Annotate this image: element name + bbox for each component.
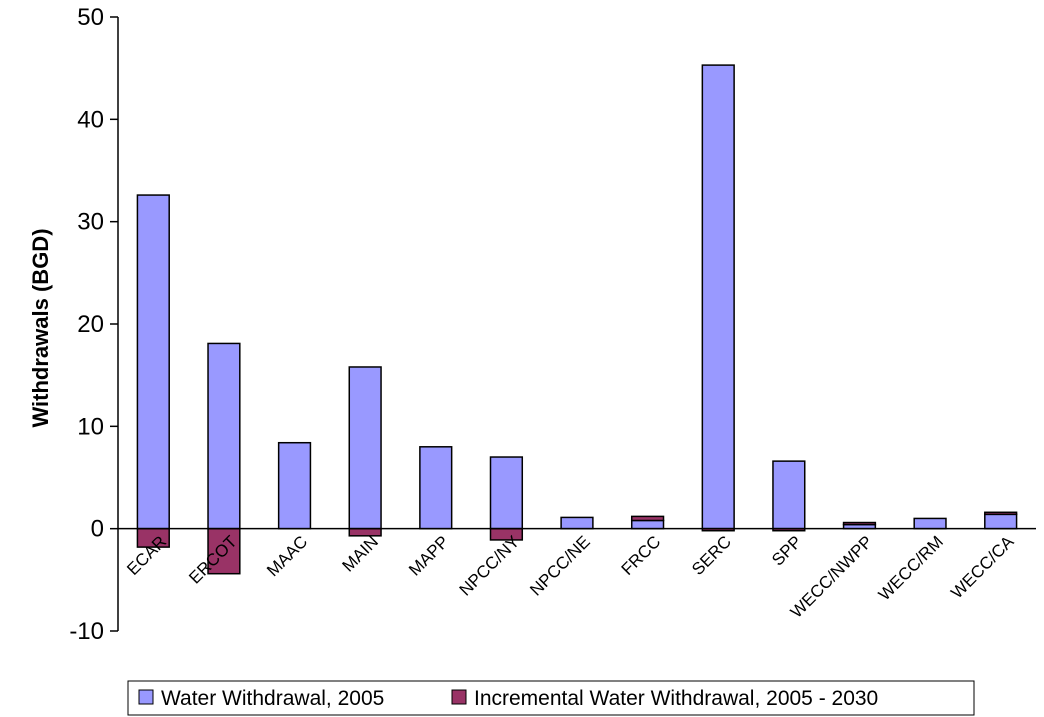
category-label-maac: MAAC — [263, 532, 311, 580]
y-tick-label: -10 — [69, 618, 104, 645]
category-label-mapp: MAPP — [405, 532, 453, 580]
category-label-spp: SPP — [768, 532, 805, 569]
category-label-npcc-ny: NPCC/NY — [456, 532, 524, 600]
y-tick-label: 20 — [77, 311, 104, 338]
category-label-wecc-rm: WECC/RM — [875, 532, 947, 604]
category-label-main: MAIN — [339, 532, 382, 575]
y-tick-label: 40 — [77, 106, 104, 133]
legend-label-incremental-withdrawal: Incremental Water Withdrawal, 2005 - 203… — [474, 687, 878, 710]
bar-mapp-series-0 — [419, 446, 453, 530]
bar-serc-series-0 — [701, 64, 735, 530]
bar-ecar-series-0 — [136, 194, 170, 530]
bar-main-series-0 — [348, 366, 382, 530]
y-tick-label: 10 — [77, 413, 104, 440]
bar-wecc-rm-series-0 — [913, 517, 947, 530]
y-tick-label: 50 — [77, 4, 104, 31]
bar-ercot-series-1 — [207, 527, 241, 575]
category-label-wecc-ca: WECC/CA — [947, 532, 1018, 603]
bar-frcc-series-0 — [630, 519, 665, 530]
bar-npcc-ne-series-0 — [560, 516, 594, 530]
bar-wecc-nwpp-series-1 — [842, 521, 877, 526]
category-labels-layer: ECAR ERCOT MAAC MAIN MAPP NPCC/NY NPCC/NE FRCC S… — [123, 532, 1018, 622]
legend-swatch-withdrawal-2005 — [138, 689, 154, 705]
bar-wecc-ca-series-0 — [984, 513, 1018, 530]
y-tick-label: 0 — [91, 516, 104, 543]
bar-spp-series-0 — [772, 460, 806, 530]
y-ticks-layer: -10 0 10 20 30 40 50 — [69, 4, 118, 645]
bar-maac-series-0 — [277, 441, 312, 530]
bars-layer — [136, 64, 1018, 575]
y-axis-label: Withdrawals (BGD) — [28, 228, 53, 427]
category-label-npcc-ne: NPCC/NE — [526, 532, 594, 600]
bar-npcc-ny-series-0 — [489, 456, 524, 530]
legend-label-withdrawal-2005: Water Withdrawal, 2005 — [161, 687, 384, 710]
legend-swatch-incremental-withdrawal — [451, 689, 467, 705]
bar-frcc-series-1 — [630, 515, 665, 522]
bar-wecc-ca-series-1 — [984, 511, 1018, 516]
legend-frame — [127, 680, 975, 716]
legend: Water Withdrawal, 2005 Incremental Water… — [127, 680, 975, 716]
category-label-frcc: FRCC — [618, 532, 665, 579]
category-label-serc: SERC — [688, 532, 735, 579]
bar-ercot-series-0 — [207, 342, 241, 530]
y-tick-label: 30 — [77, 209, 104, 236]
